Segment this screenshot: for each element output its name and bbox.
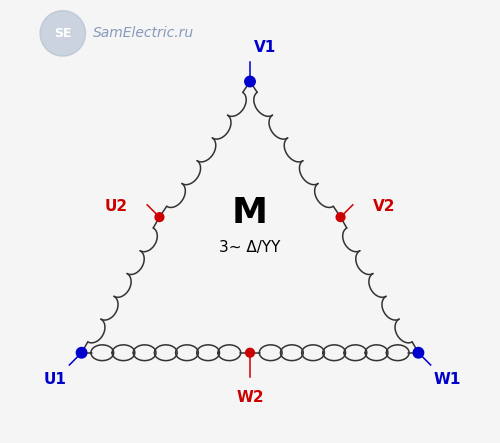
Circle shape — [336, 213, 345, 222]
Circle shape — [40, 11, 86, 56]
Text: U1: U1 — [44, 373, 66, 388]
Text: W1: W1 — [434, 373, 461, 388]
Circle shape — [245, 76, 255, 87]
Text: 3~ Δ/YY: 3~ Δ/YY — [220, 240, 280, 255]
Circle shape — [413, 347, 424, 358]
Text: U2: U2 — [104, 199, 128, 214]
Text: W2: W2 — [236, 390, 264, 405]
Circle shape — [246, 348, 254, 357]
Text: V2: V2 — [372, 199, 395, 214]
Circle shape — [155, 213, 164, 222]
Text: M: M — [232, 196, 268, 230]
Text: SE: SE — [54, 27, 72, 40]
Text: SamElectric.ru: SamElectric.ru — [92, 27, 194, 40]
Text: V1: V1 — [254, 40, 276, 55]
Circle shape — [76, 347, 87, 358]
